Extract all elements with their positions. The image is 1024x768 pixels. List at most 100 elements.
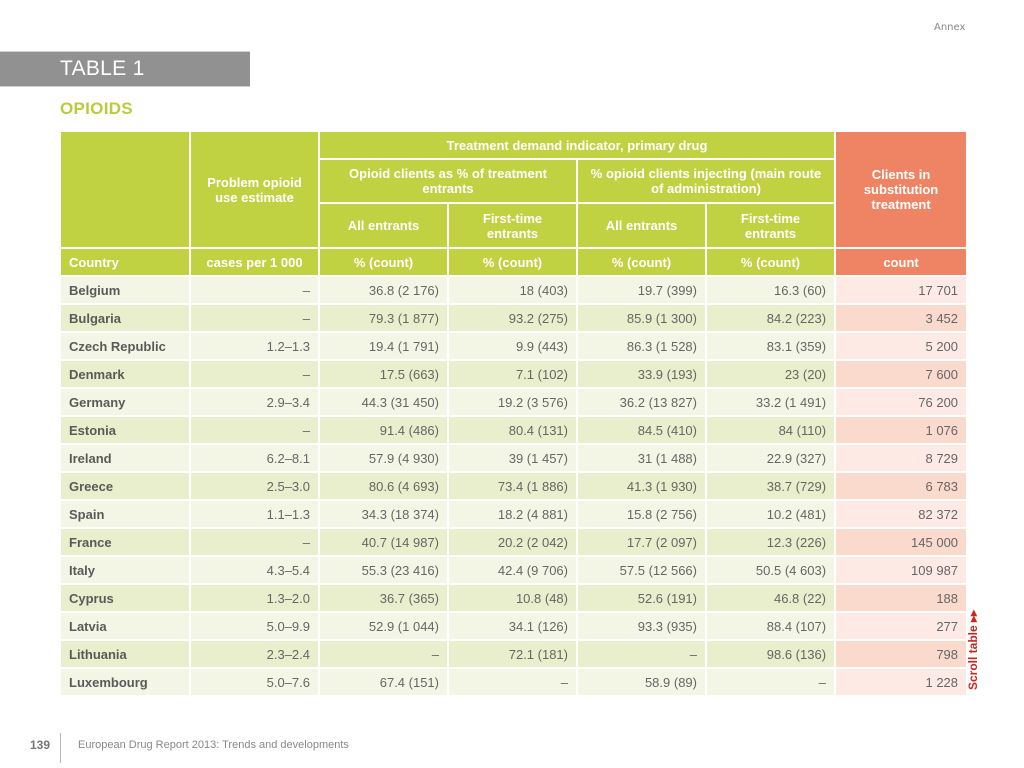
cell-all-entrants-pct: 80.6 (4 693) bbox=[318, 471, 449, 501]
cell-first-time-injecting: 83.1 (359) bbox=[704, 331, 837, 361]
cell-problem-use: – bbox=[189, 303, 320, 333]
cell-all-entrants-injecting: 33.9 (193) bbox=[576, 359, 707, 389]
cell-all-entrants-injecting: 31 (1 488) bbox=[576, 443, 707, 473]
header-substitution: Clients in substitution treatment bbox=[834, 130, 969, 249]
header-tdi-group: Treatment demand indicator, primary drug bbox=[317, 130, 837, 160]
cell-all-entrants-injecting: 52.6 (191) bbox=[576, 583, 707, 613]
cell-first-time-pct: 93.2 (275) bbox=[447, 303, 578, 333]
cell-all-entrants-pct: 36.7 (365) bbox=[318, 583, 449, 613]
cell-first-time-pct: 42.4 (9 706) bbox=[447, 555, 578, 585]
table-row: Spain 1.1–1.3 34.3 (18 374) 18.2 (4 881) 15.… bbox=[59, 499, 969, 529]
table-row: Bulgaria –79.3 (1 877) 93.2 (275) 85.9 (1 3… bbox=[59, 303, 969, 333]
cell-first-time-injecting: 12.3 (226) bbox=[704, 527, 837, 557]
cell-substitution: 109 987 bbox=[834, 555, 969, 585]
table-body: Belgium –36.8 (2 176) 18 (403) 19.7 (399) 16… bbox=[59, 275, 969, 697]
table-label: TABLE 1 bbox=[60, 57, 145, 80]
cell-first-time-pct: – bbox=[447, 667, 578, 697]
cell-first-time-pct: 9.9 (443) bbox=[447, 331, 578, 361]
cell-all-entrants-pct: – bbox=[318, 639, 449, 669]
cell-substitution: 1 076 bbox=[834, 415, 969, 445]
cell-all-entrants-pct: 57.9 (4 930) bbox=[318, 443, 449, 473]
cell-problem-use: – bbox=[189, 415, 320, 445]
cell-all-entrants-pct: 52.9 (1 044) bbox=[318, 611, 449, 641]
cell-all-entrants-pct: 40.7 (14 987) bbox=[318, 527, 449, 557]
unit-problem-use: cases per 1 000 bbox=[189, 247, 320, 277]
cell-country: Cyprus bbox=[59, 583, 191, 613]
cell-all-entrants-injecting: 17.7 (2 097) bbox=[576, 527, 707, 557]
cell-substitution: 82 372 bbox=[834, 499, 969, 529]
cell-problem-use: 5.0–9.9 bbox=[189, 611, 320, 641]
cell-first-time-injecting: 84 (110) bbox=[704, 415, 837, 445]
header-opioid-injecting-pct: % opioid clients injecting (main route o… bbox=[575, 158, 837, 204]
cell-all-entrants-pct: 34.3 (18 374) bbox=[318, 499, 449, 529]
cell-substitution: 798 bbox=[834, 639, 969, 669]
header-all-entrants: All entrants bbox=[318, 202, 449, 249]
cell-first-time-injecting: – bbox=[704, 667, 837, 697]
cell-country: France bbox=[59, 527, 191, 557]
unit-all-inj: % (count) bbox=[576, 247, 707, 277]
cell-first-time-injecting: 10.2 (481) bbox=[704, 499, 837, 529]
cell-problem-use: 1.3–2.0 bbox=[189, 583, 320, 613]
table-row: France –40.7 (14 987) 20.2 (2 042) 17.7 (2 … bbox=[59, 527, 969, 557]
table-row: Ireland 6.2–8.1 57.9 (4 930) 39 (1 457) 31 (… bbox=[59, 443, 969, 473]
cell-all-entrants-pct: 19.4 (1 791) bbox=[318, 331, 449, 361]
cell-substitution: 3 452 bbox=[834, 303, 969, 333]
cell-first-time-injecting: 16.3 (60) bbox=[704, 275, 837, 305]
table-row: Denmark –17.5 (663) 7.1 (102) 33.9 (193) 23 … bbox=[59, 359, 969, 389]
table-row: Italy 4.3–5.4 55.3 (23 416) 42.4 (9 706) 57.… bbox=[59, 555, 969, 585]
publication-title: European Drug Report 2013: Trends and de… bbox=[78, 739, 349, 751]
cell-country: Ireland bbox=[59, 443, 191, 473]
cell-country: Lithuania bbox=[59, 639, 191, 669]
cell-first-time-pct: 18.2 (4 881) bbox=[447, 499, 578, 529]
cell-problem-use: 5.0–7.6 bbox=[189, 667, 320, 697]
cell-first-time-injecting: 88.4 (107) bbox=[704, 611, 837, 641]
header-country-blank bbox=[59, 130, 191, 249]
table-row: Latvia 5.0–9.9 52.9 (1 044) 34.1 (126) 93.3 … bbox=[59, 611, 969, 641]
cell-problem-use: – bbox=[189, 527, 320, 557]
cell-country: Luxembourg bbox=[59, 667, 191, 697]
cell-country: Germany bbox=[59, 387, 191, 417]
cell-substitution: 277 bbox=[834, 611, 969, 641]
cell-all-entrants-injecting: 41.3 (1 930) bbox=[576, 471, 707, 501]
cell-all-entrants-pct: 55.3 (23 416) bbox=[318, 555, 449, 585]
cell-substitution: 17 701 bbox=[834, 275, 969, 305]
cell-problem-use: 2.9–3.4 bbox=[189, 387, 320, 417]
cell-all-entrants-pct: 44.3 (31 450) bbox=[318, 387, 449, 417]
footer-divider bbox=[60, 733, 61, 763]
table-subtitle: OPIOIDS bbox=[60, 99, 133, 118]
cell-first-time-injecting: 38.7 (729) bbox=[704, 471, 837, 501]
cell-all-entrants-injecting: 86.3 (1 528) bbox=[576, 331, 707, 361]
cell-country: Latvia bbox=[59, 611, 191, 641]
cell-all-entrants-pct: 91.4 (486) bbox=[318, 415, 449, 445]
table-row: Luxembourg 5.0–7.6 67.4 (151) –58.9 (89) –1 … bbox=[59, 667, 969, 697]
cell-problem-use: – bbox=[189, 359, 320, 389]
cell-first-time-injecting: 33.2 (1 491) bbox=[704, 387, 837, 417]
scroll-table-link[interactable]: Scroll table ▸▸ bbox=[966, 609, 980, 690]
opioids-table: Problem opioid use estimate Treatment de… bbox=[59, 130, 969, 697]
cell-country: Czech Republic bbox=[59, 331, 191, 361]
cell-substitution: 145 000 bbox=[834, 527, 969, 557]
cell-all-entrants-injecting: – bbox=[576, 639, 707, 669]
cell-first-time-pct: 18 (403) bbox=[447, 275, 578, 305]
cell-problem-use: 2.3–2.4 bbox=[189, 639, 320, 669]
cell-first-time-injecting: 50.5 (4 603) bbox=[704, 555, 837, 585]
cell-substitution: 76 200 bbox=[834, 387, 969, 417]
unit-first-pct: % (count) bbox=[447, 247, 578, 277]
cell-substitution: 7 600 bbox=[834, 359, 969, 389]
header-problem-use: Problem opioid use estimate bbox=[189, 130, 320, 249]
cell-first-time-pct: 20.2 (2 042) bbox=[447, 527, 578, 557]
cell-first-time-pct: 72.1 (181) bbox=[447, 639, 578, 669]
cell-problem-use: 6.2–8.1 bbox=[189, 443, 320, 473]
cell-problem-use: 1.1–1.3 bbox=[189, 499, 320, 529]
cell-problem-use: 1.2–1.3 bbox=[189, 331, 320, 361]
header-first-time-entrants: First-time entrants bbox=[447, 202, 578, 249]
cell-country: Bulgaria bbox=[59, 303, 191, 333]
cell-first-time-pct: 7.1 (102) bbox=[447, 359, 578, 389]
cell-substitution: 6 783 bbox=[834, 471, 969, 501]
unit-first-inj: % (count) bbox=[704, 247, 837, 277]
cell-substitution: 188 bbox=[834, 583, 969, 613]
table-row: Greece 2.5–3.0 80.6 (4 693) 73.4 (1 886) 41.… bbox=[59, 471, 969, 501]
cell-all-entrants-pct: 17.5 (663) bbox=[318, 359, 449, 389]
cell-country: Belgium bbox=[59, 275, 191, 305]
table-label-bar: TABLE 1 bbox=[0, 51, 250, 87]
